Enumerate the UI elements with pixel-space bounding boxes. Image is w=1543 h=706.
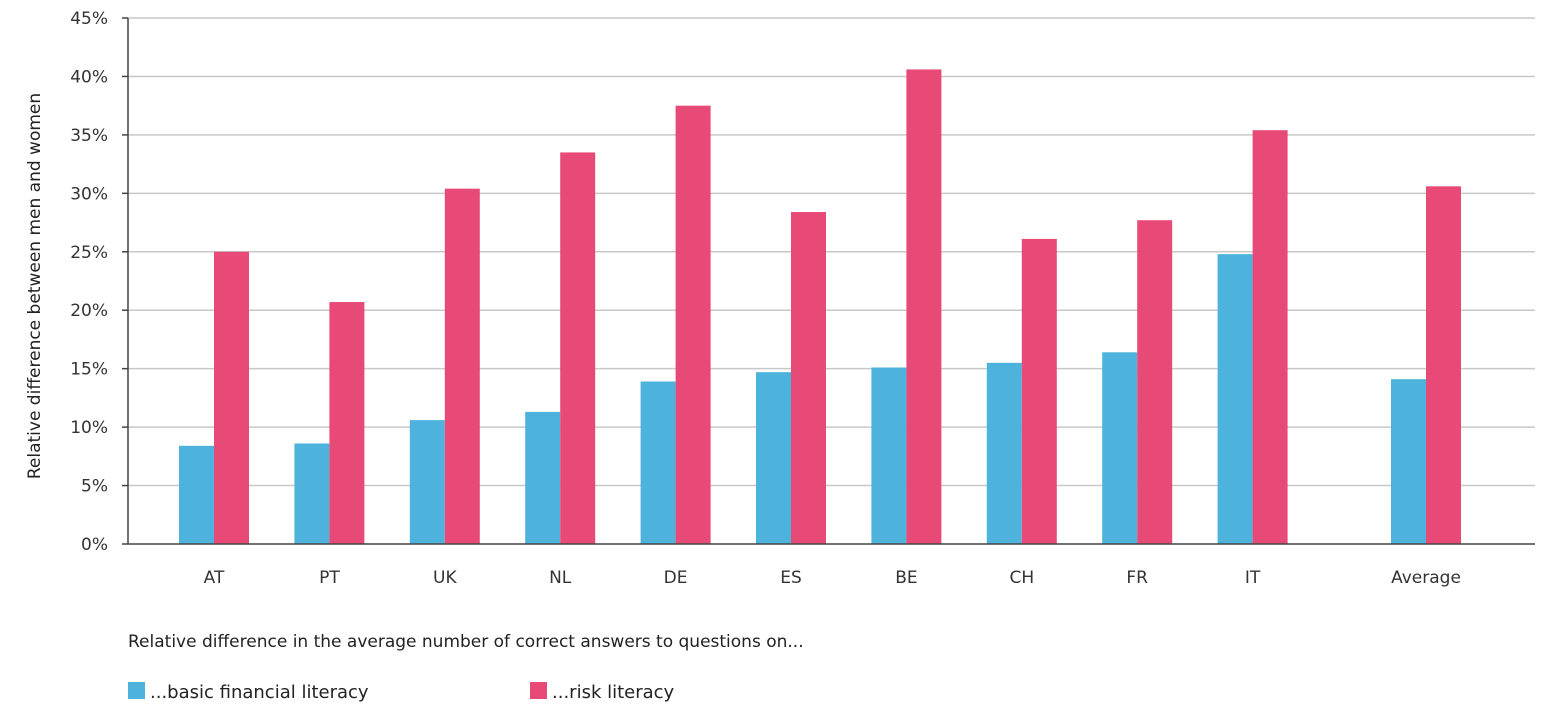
bar-pt-basic-financial-literacy xyxy=(294,443,330,544)
bar-be-risk-literacy xyxy=(906,69,942,544)
category-group-uk xyxy=(409,188,480,544)
x-tick-label-be: BE xyxy=(895,568,917,588)
x-tick-label-average: Average xyxy=(1391,568,1461,588)
bar-es-risk-literacy xyxy=(791,212,826,544)
bars xyxy=(179,69,1461,545)
y-tick-label-45: 45% xyxy=(70,9,108,29)
y-tick-label-15: 15% xyxy=(70,360,108,380)
bar-pt-risk-literacy xyxy=(329,302,365,544)
x-axis-ticks: AT PT UK NL DE ES BE CH FR IT Average xyxy=(204,568,1461,588)
x-tick-label-de: DE xyxy=(664,568,688,588)
bar-be-basic-financial-literacy xyxy=(871,367,907,544)
x-tick-label-uk: UK xyxy=(433,568,457,588)
legend: ...basic financial literacy ...risk lite… xyxy=(128,682,675,703)
x-axis-title: Relative difference in the average numbe… xyxy=(128,632,804,652)
bar-it-risk-literacy xyxy=(1252,130,1288,545)
bar-ch-basic-financial-literacy xyxy=(986,362,1022,544)
category-group-fr xyxy=(1102,220,1173,544)
y-axis-ticks: 0% 5% 10% 15% 20% 25% 30% 35% 40% 45% xyxy=(70,9,128,555)
y-tick-label-40: 40% xyxy=(70,67,108,87)
x-tick-label-fr: FR xyxy=(1126,568,1148,588)
bar-nl-basic-financial-literacy xyxy=(525,411,561,544)
bar-at-risk-literacy xyxy=(214,251,249,544)
category-group-es xyxy=(756,212,826,544)
y-axis-title: Relative difference between men and wome… xyxy=(25,93,45,479)
bar-ch-risk-literacy xyxy=(1021,238,1057,545)
category-group-be xyxy=(871,69,942,544)
category-group-ch xyxy=(986,238,1057,545)
category-group-it xyxy=(1217,130,1288,545)
x-tick-label-nl: NL xyxy=(549,568,572,588)
legend-swatch-risk-literacy xyxy=(530,682,547,699)
bar-average-risk-literacy xyxy=(1426,186,1461,544)
x-tick-label-pt: PT xyxy=(319,568,340,588)
bar-de-basic-financial-literacy xyxy=(640,381,676,544)
bar-fr-risk-literacy xyxy=(1137,220,1173,544)
bar-average-basic-financial-literacy xyxy=(1391,379,1426,544)
x-tick-label-it: IT xyxy=(1245,568,1261,588)
x-tick-label-es: ES xyxy=(780,568,802,588)
y-tick-label-25: 25% xyxy=(70,243,108,263)
bar-nl-risk-literacy xyxy=(560,152,596,544)
legend-label-risk-literacy: ...risk literacy xyxy=(552,682,675,703)
legend-label-basic-financial-literacy: ...basic financial literacy xyxy=(150,682,369,703)
y-tick-label-10: 10% xyxy=(70,418,108,438)
category-group-pt xyxy=(294,302,365,544)
bar-es-basic-financial-literacy xyxy=(756,372,791,544)
x-tick-label-ch: CH xyxy=(1009,568,1034,588)
category-group-nl xyxy=(525,152,596,544)
y-tick-label-0: 0% xyxy=(81,535,108,555)
y-tick-label-20: 20% xyxy=(70,301,108,321)
legend-swatch-basic-financial-literacy xyxy=(128,682,145,699)
category-group-average xyxy=(1391,186,1461,544)
bar-fr-basic-financial-literacy xyxy=(1102,352,1138,544)
y-tick-label-30: 30% xyxy=(70,184,108,204)
y-tick-label-35: 35% xyxy=(70,126,108,146)
bar-de-risk-literacy xyxy=(675,105,711,545)
category-group-at xyxy=(179,251,249,544)
x-tick-label-at: AT xyxy=(204,568,225,588)
bar-it-basic-financial-literacy xyxy=(1217,254,1253,545)
category-group-de xyxy=(640,105,711,545)
bar-at-basic-financial-literacy xyxy=(179,445,214,544)
bar-uk-risk-literacy xyxy=(444,188,480,544)
bar-uk-basic-financial-literacy xyxy=(409,420,445,544)
y-tick-label-5: 5% xyxy=(81,477,108,497)
